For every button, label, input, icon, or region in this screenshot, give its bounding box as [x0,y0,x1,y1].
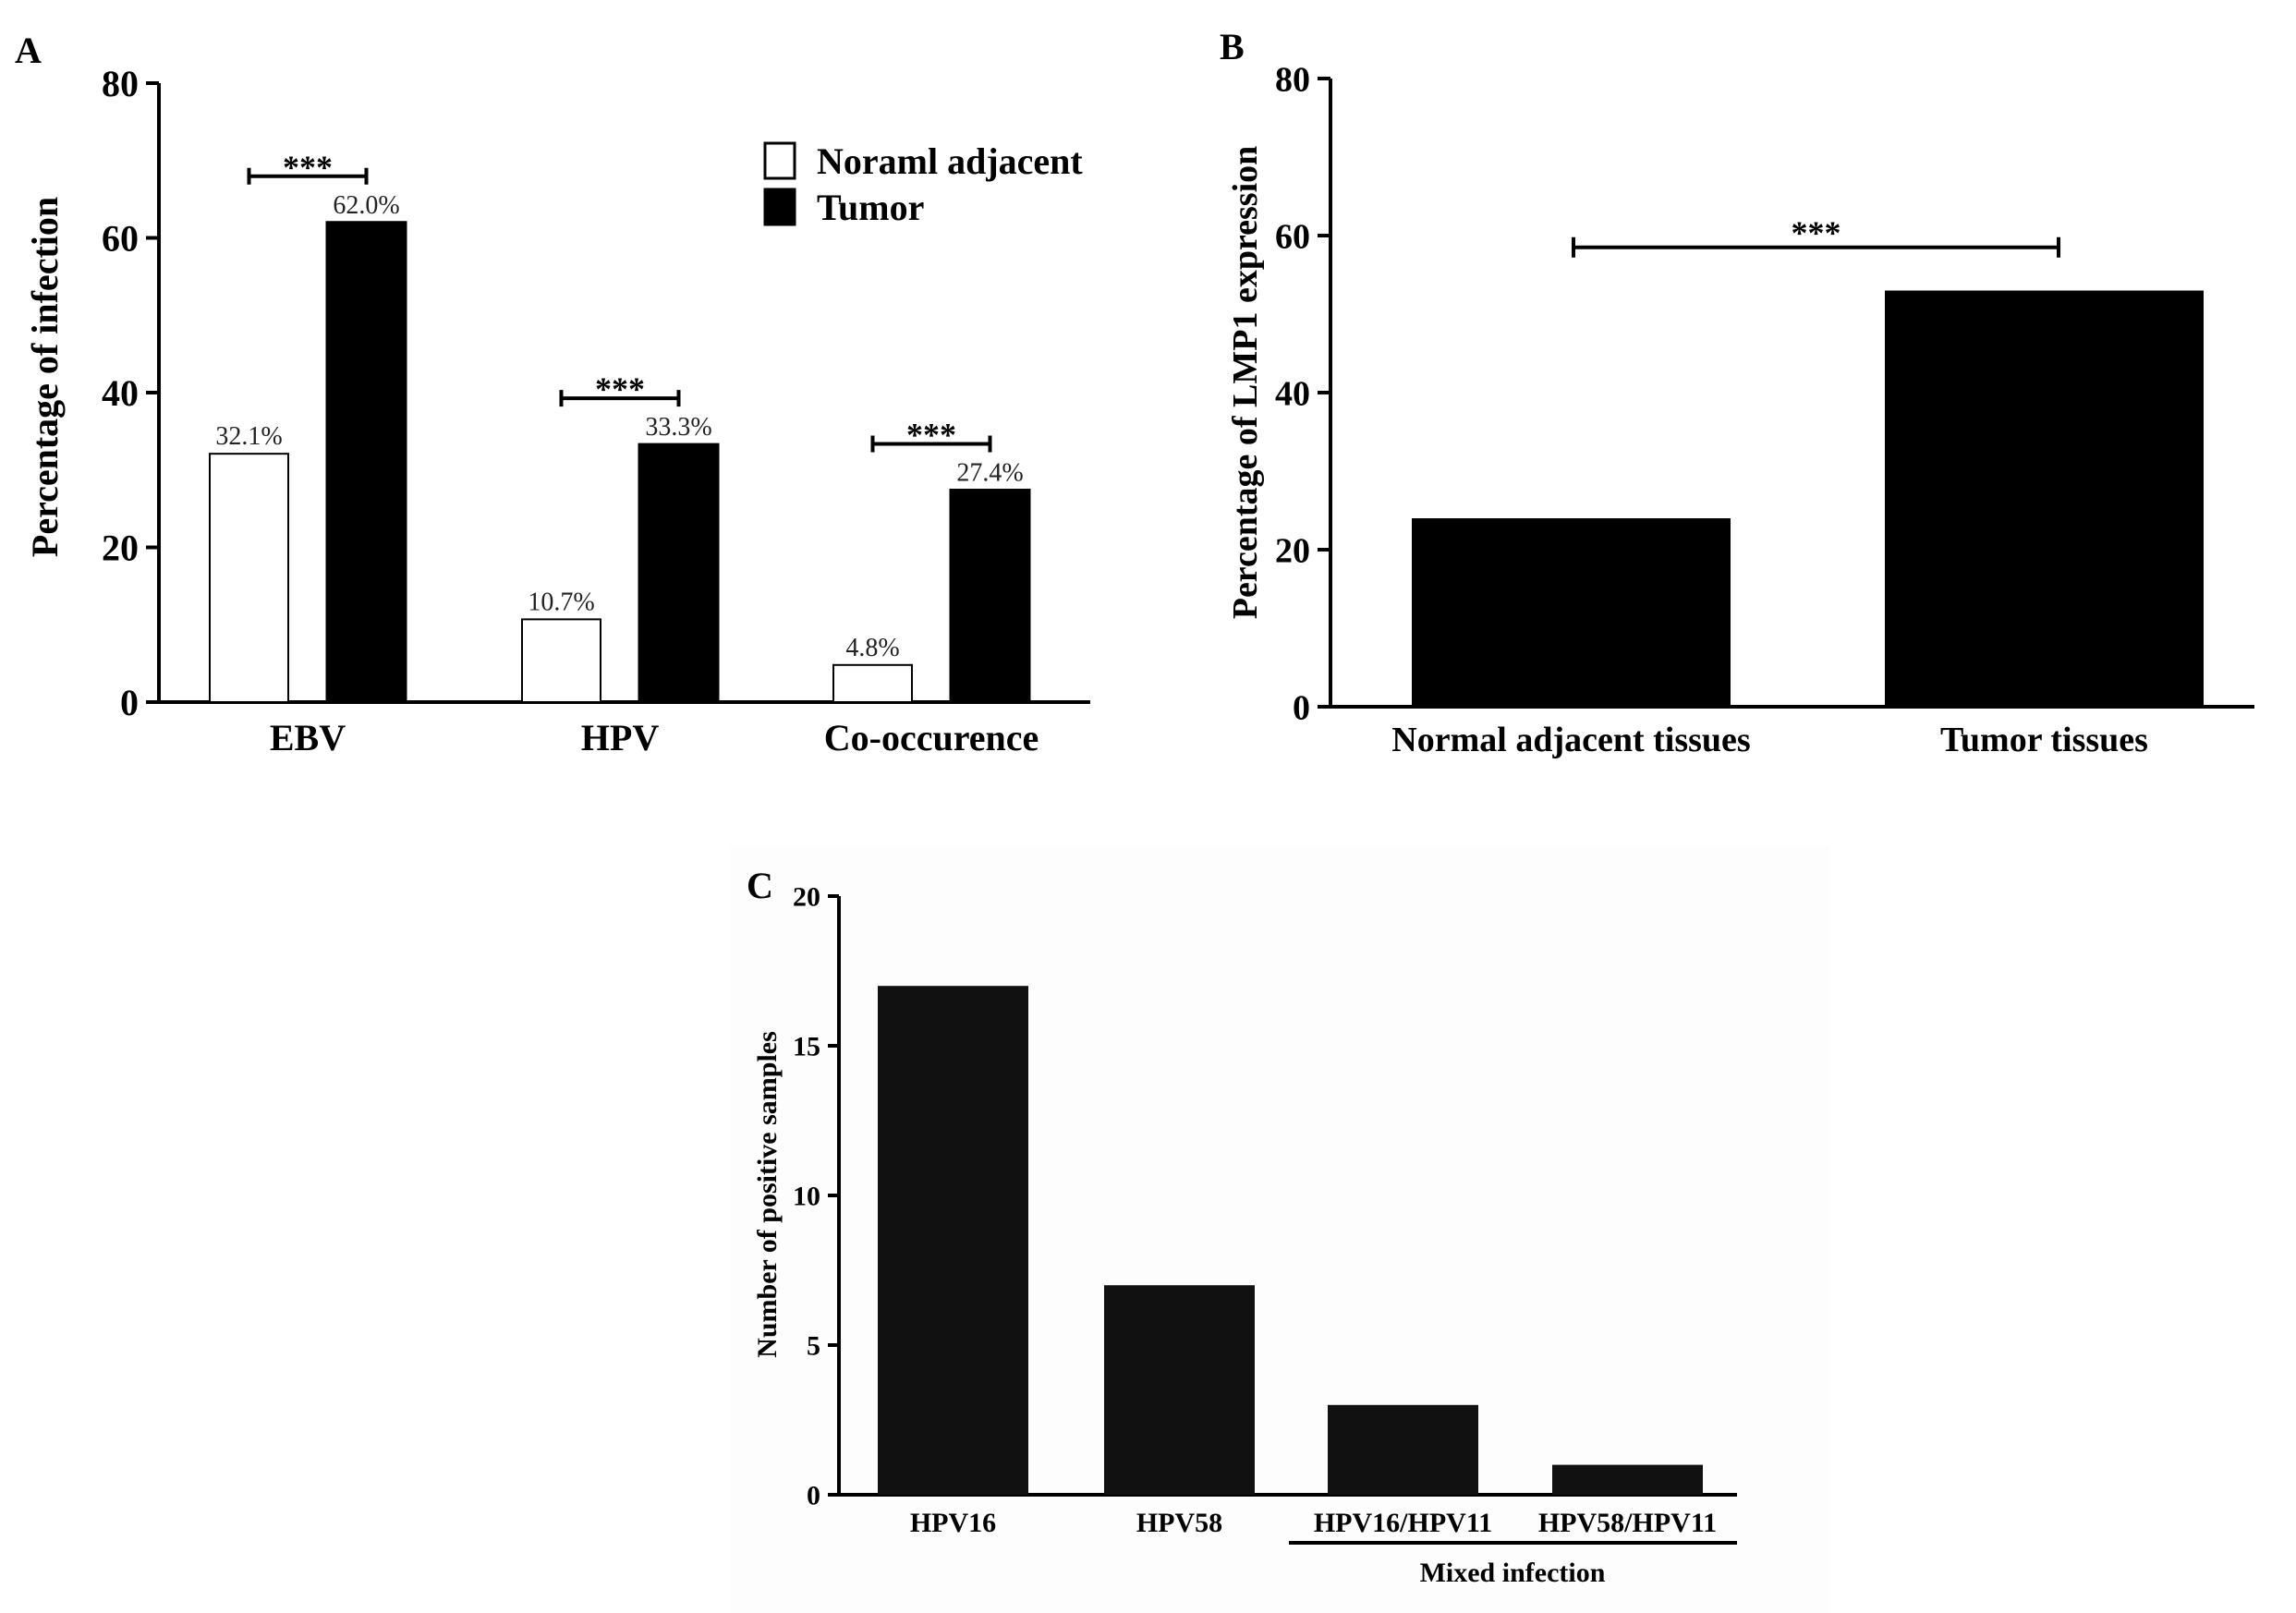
panel-c-y-tick-label: 20 [793,882,820,913]
bar-hpv16-hpv11 [1328,1404,1478,1495]
panel-b-chart: 0 20 40 60 80 Normal adjacent tissues Tumor t… [1226,60,2254,759]
panel-c-y-tick-label: 0 [807,1481,820,1511]
legend-label-normal: Noraml adjacent [817,140,1083,182]
bar-normal-ebv [209,453,289,703]
panel-c-y-tick-label: 10 [793,1182,820,1212]
x-tick-label: HPV [581,717,660,758]
data-label: 10.7% [528,588,594,616]
panel-a-y-tick-label: 80 [102,63,139,104]
data-label: 27.4% [956,459,1023,488]
significance-stars: *** [283,149,333,186]
panel-a-y-tick-label: 20 [102,528,139,569]
panel-c-label: C [747,865,773,906]
legend-swatch-normal [763,141,796,180]
panel-a-y-tick-label: 0 [120,682,139,723]
x-tick-label: Tumor tissues [1940,721,2148,759]
panel-b-y-tick-label: 20 [1275,531,1310,570]
x-tick-label: Co-occurence [824,717,1039,758]
panel-c-chart: 0 5 10 15 20 HPV16 HPV58 HPV16/HPV11 HPV58/HPV1… [752,882,1737,1588]
bar-tumor-co-occurence [949,489,1031,704]
bar-hpv16 [878,986,1028,1495]
panel-a-y-axis-label: Percentage of infection [24,197,66,557]
bar-normal-adjacent [1412,518,1731,707]
bar-hpv58-hpv11 [1552,1464,1703,1495]
panel-b-y-tick-label: 0 [1293,688,1310,727]
x-tick-label: HPV58/HPV11 [1538,1508,1717,1538]
x-tick-label: HPV16 [910,1508,996,1538]
bar-tumor [1885,290,2204,707]
x-tick-label: EBV [270,717,346,758]
x-tick-label: Normal adjacent tissues [1391,721,1750,759]
panel-b-label: B [1220,26,1245,67]
mixed-infection-label: Mixed infection [1420,1558,1606,1588]
bar-normal-co-occurence [832,663,913,703]
panel-b-y-axis-label: Percentage of LMP1 expression [1226,146,1265,620]
bar-normal-hpv [521,618,601,704]
x-tick-label: HPV16/HPV11 [1314,1508,1492,1538]
panel-c-y-tick-label: 15 [793,1032,820,1062]
data-label: 4.8% [845,634,899,662]
bar-hpv58 [1104,1285,1255,1495]
significance-stars: *** [595,370,645,407]
x-tick-label: HPV58 [1136,1508,1222,1538]
significance-stars: *** [1792,214,1841,251]
panel-c-y-tick-label: 5 [807,1331,820,1362]
panel-b-y-tick-label: 80 [1275,60,1310,99]
data-label: 32.1% [215,422,282,451]
legend-label-tumor: Tumor [817,187,924,228]
panel-a-y-tick-label: 40 [102,372,139,414]
panel-a-legend: Noraml adjacent Tumor [763,140,1083,228]
panel-b-y-tick-label: 60 [1275,217,1310,256]
panel-a-label: A [15,30,42,71]
legend-swatch-tumor [763,188,796,226]
data-label: 62.0% [333,191,399,220]
significance-stars: *** [906,417,956,454]
data-label: 33.3% [645,413,711,442]
panel-c-y-axis-label: Number of positive samples [752,1031,783,1358]
bar-tumor-ebv [325,221,407,704]
panel-a-y-tick-label: 60 [102,218,139,260]
panel-b-y-tick-label: 40 [1275,374,1310,413]
bar-tumor-hpv [638,443,720,704]
